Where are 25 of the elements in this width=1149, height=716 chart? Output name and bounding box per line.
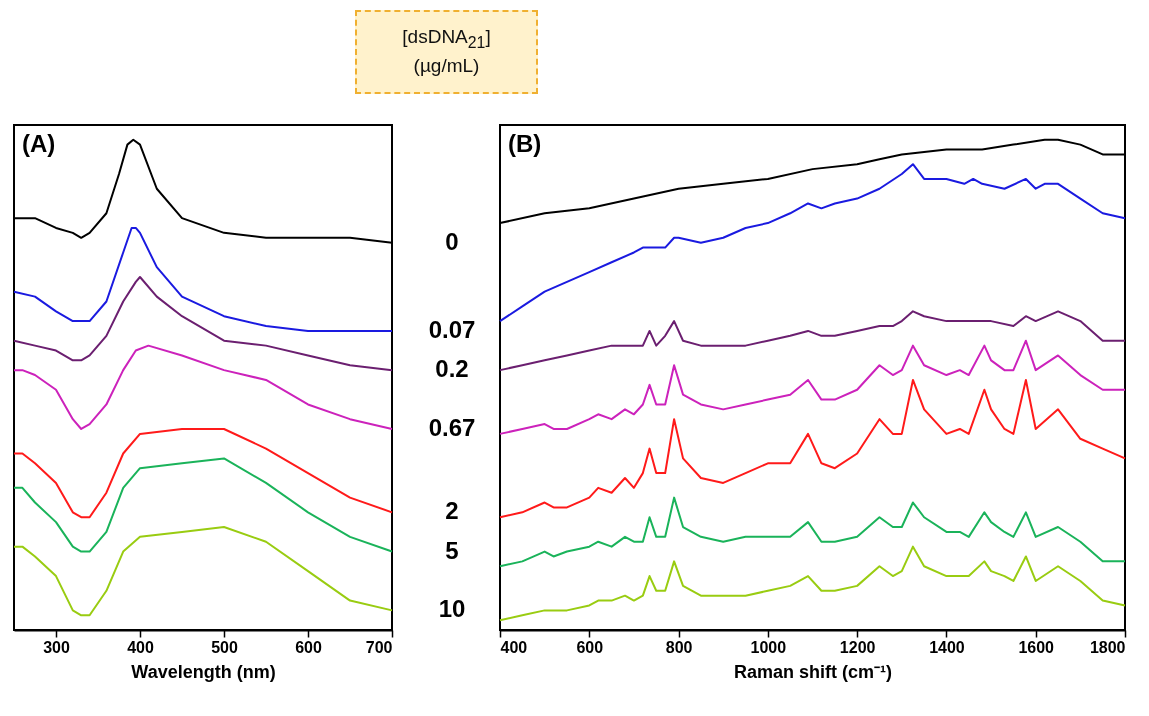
x-tick-label: 700 <box>365 638 393 656</box>
x-axis-title: Raman shift (cm⁻¹) <box>733 661 893 682</box>
x-tick-label: 500 <box>211 638 238 656</box>
x-tick-label: 1200 <box>839 638 876 656</box>
x-tick-label: 1000 <box>750 638 787 656</box>
x-tick-label: 800 <box>665 638 693 656</box>
x-tick-label: 400 <box>127 638 154 656</box>
annotation: (B) <box>508 130 542 157</box>
legend-title: [dsDNA$_{21}$] (µg/mL) <box>401 25 492 78</box>
text: 5 <box>445 536 459 564</box>
series-label: 0.67 <box>428 413 476 441</box>
x-tick-label: 600 <box>576 638 604 656</box>
x-tick-label: 1400 <box>929 638 965 656</box>
series-label: 10 <box>438 595 466 623</box>
series-label: 0.2 <box>435 355 469 383</box>
x-tick-label: 1600 <box>1018 638 1055 656</box>
x-tick-label: 1800 <box>1089 638 1126 656</box>
text: 0 <box>445 227 459 255</box>
annotation: (A) <box>22 130 56 157</box>
x-tick-label: 600 <box>295 638 322 656</box>
text: 2 <box>445 497 459 525</box>
x-axis-title: Wavelength (nm) <box>131 661 276 682</box>
x-tick-label: 400 <box>500 638 528 656</box>
x-tick-label: 300 <box>43 638 70 656</box>
series-label: 0.07 <box>428 315 476 343</box>
